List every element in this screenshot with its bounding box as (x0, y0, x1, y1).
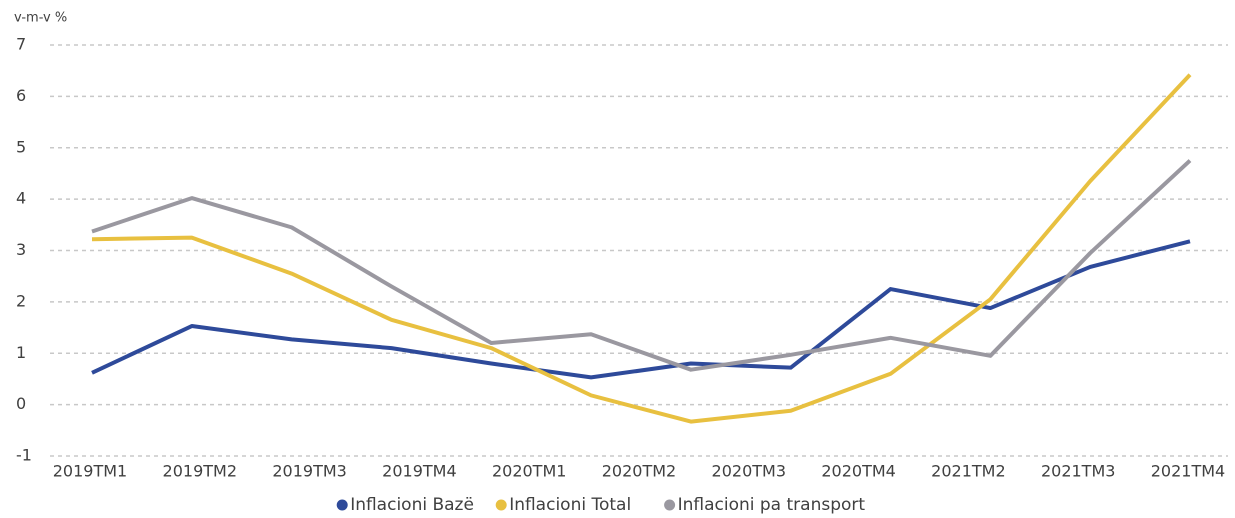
y-tick-label: 4 (16, 189, 26, 208)
x-tick-label: 2019TM4 (382, 462, 456, 481)
series-line (91, 159, 1192, 372)
series-line (91, 239, 1191, 380)
y-tick-label: 6 (16, 86, 26, 105)
series-line (91, 73, 1192, 424)
x-tick-label: 2020TM1 (492, 462, 566, 481)
legend-label: Inflacioni Bazë (350, 495, 474, 514)
x-tick-label: 2020TM4 (821, 462, 895, 481)
x-tick-label: 2019TM2 (163, 462, 237, 481)
x-tick-label: 2021TM3 (1041, 462, 1115, 481)
y-axis-label: v-m-v % (14, 11, 67, 26)
legend-marker (664, 499, 676, 511)
x-tick-label: 2019TM1 (53, 462, 127, 481)
legend-label: Inflacioni pa transport (678, 495, 866, 514)
y-tick-label: 5 (16, 137, 26, 156)
x-tick-label: 2020TM3 (712, 462, 786, 481)
y-tick-label: -1 (16, 446, 32, 465)
y-tick-label: 2 (16, 291, 26, 310)
x-tick-label: 2019TM3 (272, 462, 346, 481)
x-tick-label: 2021TM2 (931, 462, 1005, 481)
y-tick-label: 7 (16, 35, 26, 54)
x-tick-label: 2020TM2 (602, 462, 676, 481)
legend-marker (495, 499, 507, 511)
legend-marker (336, 499, 348, 511)
legend-label: Inflacioni Total (509, 495, 631, 514)
y-tick-label: 1 (16, 343, 26, 362)
y-tick-label: 0 (16, 394, 26, 413)
x-tick-label: 2021TM4 (1151, 462, 1225, 481)
y-tick-label: 3 (16, 240, 26, 259)
